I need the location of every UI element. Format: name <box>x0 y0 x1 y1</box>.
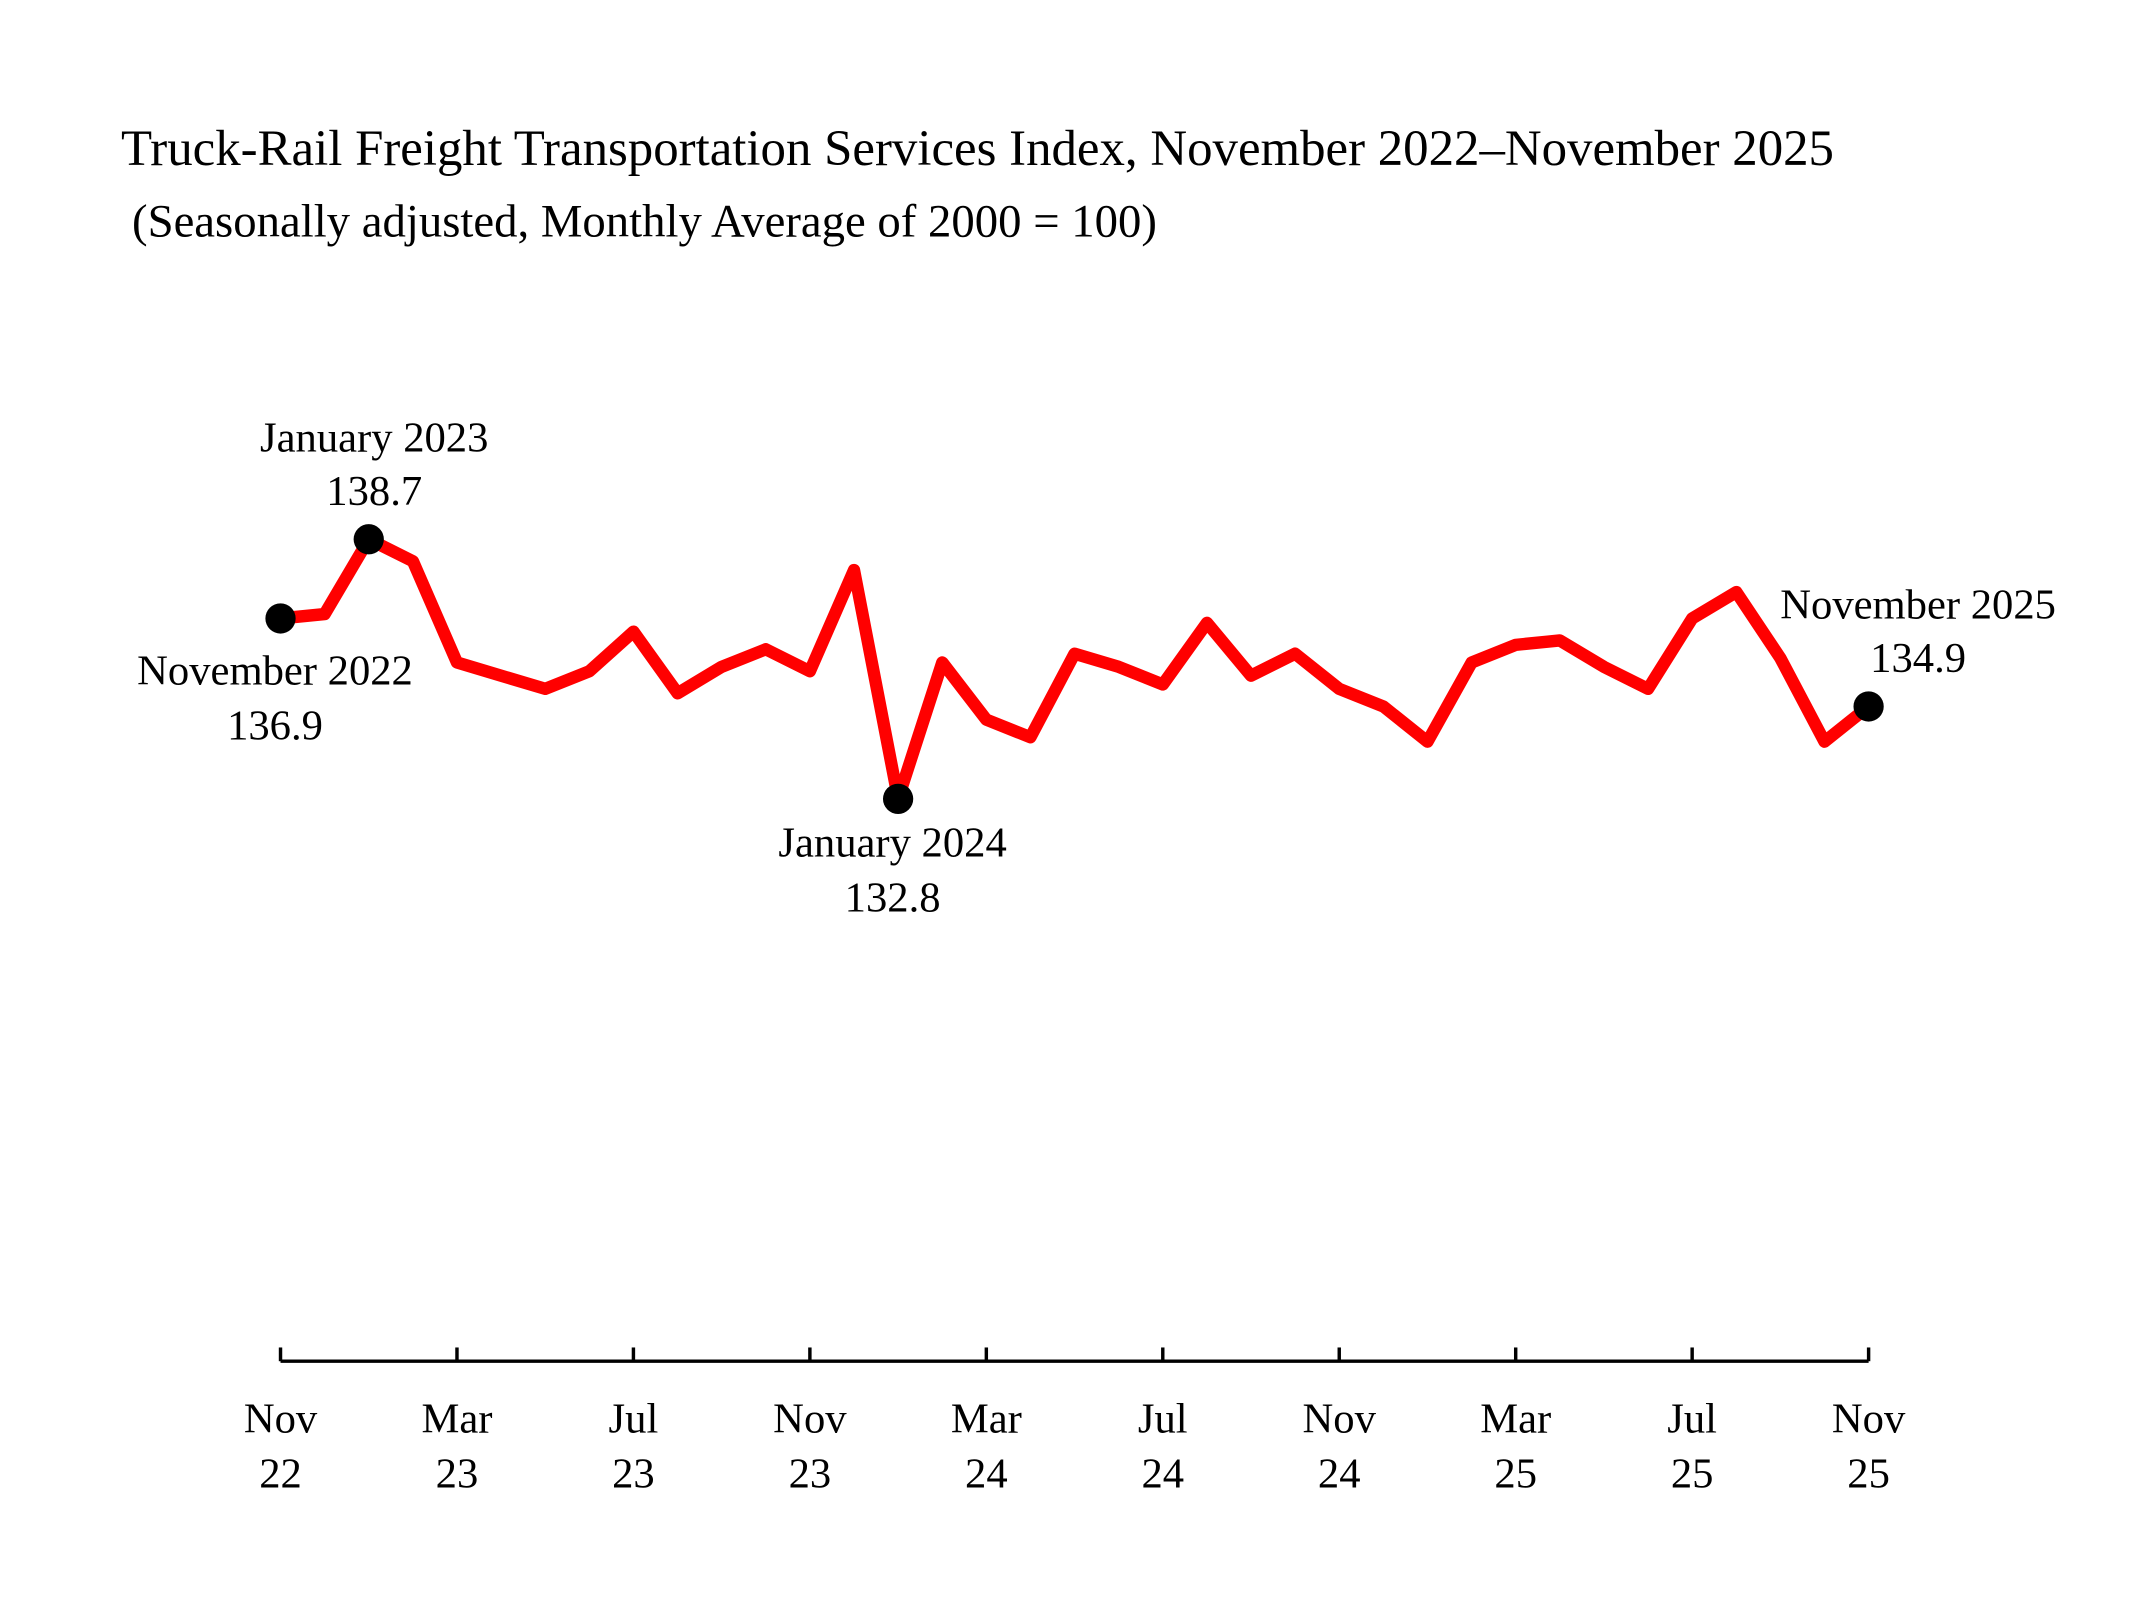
x-tick-label-year: 23 <box>436 1451 479 1498</box>
annotation-label: November 2022 <box>137 647 413 694</box>
annotation-marker <box>265 603 296 634</box>
x-tick-label-year: 24 <box>1141 1451 1184 1498</box>
x-tick-label-month: Nov <box>1832 1396 1906 1443</box>
chart-subtitle: (Seasonally adjusted, Monthly Average of… <box>132 195 1157 247</box>
x-tick-label-month: Nov <box>773 1396 847 1443</box>
series-layer <box>274 533 1875 806</box>
x-tick-label-year: 25 <box>1847 1451 1890 1498</box>
annotations-layer: November 2022 136.9 January 2023 138.7 Janua… <box>137 414 2056 921</box>
annotation-marker <box>353 524 384 555</box>
x-axis: Nov 22 Mar 23 Jul 23 Nov 23 Mar 24 Jul 24 Nov 24 Mar 25… <box>244 1347 1906 1498</box>
annotation-label: January 2023 <box>260 414 488 461</box>
x-tick-label-year: 25 <box>1494 1451 1537 1498</box>
x-tick-label-month: Jul <box>609 1396 659 1443</box>
chart-title: Truck-Rail Freight Transportation Servic… <box>121 121 1834 177</box>
x-tick-label-month: Mar <box>421 1396 492 1443</box>
annotation-value: 138.7 <box>326 468 422 515</box>
annotation-value: 136.9 <box>227 702 323 749</box>
x-tick-label-year: 23 <box>612 1451 655 1498</box>
series-line <box>274 533 1875 806</box>
x-tick-label-month: Jul <box>1667 1396 1717 1443</box>
x-tick-label-year: 23 <box>789 1451 832 1498</box>
x-tick-label-year: 24 <box>965 1451 1008 1498</box>
x-tick-label-month: Mar <box>1480 1396 1551 1443</box>
x-tick-label-year: 25 <box>1671 1451 1714 1498</box>
x-tick-label-month: Mar <box>951 1396 1022 1443</box>
annotation-marker <box>882 783 914 814</box>
annotation-value: 132.8 <box>845 875 941 922</box>
x-tick-label-year: 22 <box>259 1451 302 1498</box>
x-tick-label-year: 24 <box>1318 1451 1361 1498</box>
annotation-value: 134.9 <box>1870 635 1966 682</box>
annotation-label: January 2024 <box>778 820 1006 867</box>
annotation-label: November 2025 <box>1780 581 2056 628</box>
x-tick-label-month: Nov <box>244 1396 318 1443</box>
x-tick-label-month: Jul <box>1138 1396 1188 1443</box>
annotation-marker <box>1853 691 1884 722</box>
x-tick-label-month: Nov <box>1303 1396 1377 1443</box>
